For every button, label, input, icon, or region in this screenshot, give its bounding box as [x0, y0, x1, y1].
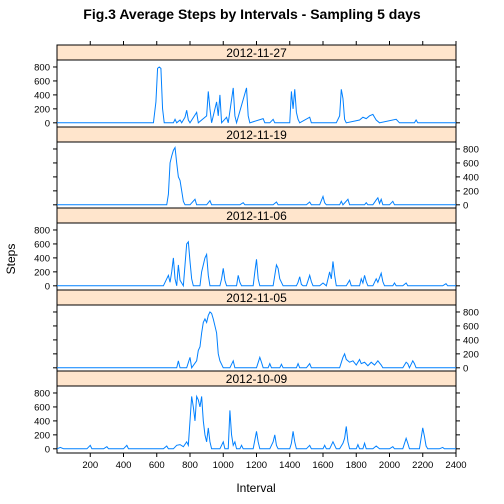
y-tick-label: 200 — [34, 267, 50, 278]
panel-2012-11-05: 2012-11-05 0 200 400 600 800 — [53, 289, 479, 374]
x-tick-label: 2200 — [412, 460, 433, 471]
x-tick-label: 2400 — [445, 460, 466, 471]
panel-strip-label: 2012-10-09 — [226, 372, 288, 386]
x-tick-label: 1800 — [346, 460, 367, 471]
y-tick-label: 600 — [463, 321, 479, 332]
y-tick-label: 200 — [463, 349, 479, 360]
panel-strip-label: 2012-11-06 — [226, 209, 287, 223]
y-tick-label: 400 — [34, 416, 50, 427]
y-tick-label: 200 — [34, 104, 50, 115]
panel-2012-10-09: 2012-10-09 0 200 400 600 800 — [34, 370, 460, 455]
panel-2012-11-27: 2012-11-27 0 200 400 600 800 — [34, 44, 460, 129]
x-tick-label: 1200 — [246, 460, 267, 471]
panel-frame — [56, 304, 457, 373]
x-tick-label: 600 — [149, 460, 165, 471]
panel-frame — [56, 59, 457, 128]
x-tick-label: 1600 — [312, 460, 333, 471]
y-tick-label: 800 — [34, 225, 50, 236]
x-tick-label: 2000 — [379, 460, 400, 471]
series-line — [56, 394, 456, 450]
panel-strip-label: 2012-11-27 — [226, 46, 287, 60]
panel-2012-11-06: 2012-11-06 0 200 400 600 800 — [34, 207, 460, 292]
y-tick-label: 0 — [463, 363, 468, 374]
y-tick-label: 400 — [463, 335, 479, 346]
y-tick-label: 0 — [45, 444, 50, 455]
y-tick-label: 200 — [463, 186, 479, 197]
y-tick-label: 800 — [463, 307, 479, 318]
y-tick-label: 0 — [45, 281, 50, 292]
x-tick-label: 1000 — [213, 460, 234, 471]
y-tick-label: 600 — [34, 76, 50, 87]
y-tick-label: 800 — [34, 62, 50, 73]
y-axis-label: Steps — [4, 244, 18, 275]
series-line — [57, 311, 456, 370]
x-axis: 200 400 600 800 1000 1200 1400 1600 1800 2000 2200… — [82, 41, 467, 471]
panel-2012-11-19: 2012-11-19 0 200 400 600 800 — [53, 126, 479, 211]
panel-frame — [56, 222, 457, 291]
y-tick-label: 600 — [34, 239, 50, 250]
panel-frame — [56, 385, 457, 454]
series-line — [57, 146, 456, 206]
x-tick-label: 200 — [82, 460, 98, 471]
series-line — [57, 66, 456, 125]
x-tick-label: 400 — [116, 460, 132, 471]
y-tick-label: 600 — [34, 402, 50, 413]
y-tick-label: 0 — [45, 118, 50, 129]
x-axis-label: Interval — [236, 481, 275, 495]
y-tick-label: 400 — [34, 90, 50, 101]
panels: 2012-11-27 0 200 400 600 800 2012-11-19 0 200 400… — [34, 44, 479, 455]
x-tick-label: 1400 — [279, 460, 300, 471]
panel-strip-label: 2012-11-19 — [226, 128, 287, 142]
panel-strip-label: 2012-11-05 — [226, 291, 287, 305]
y-tick-label: 400 — [463, 172, 479, 183]
panel-frame — [56, 141, 457, 210]
series-line — [57, 240, 456, 288]
x-tick-label: 800 — [182, 460, 198, 471]
y-tick-label: 200 — [34, 430, 50, 441]
y-tick-label: 0 — [463, 200, 468, 211]
y-tick-label: 800 — [463, 144, 479, 155]
y-tick-label: 600 — [463, 158, 479, 169]
y-tick-label: 800 — [34, 388, 50, 399]
chart-title: Fig.3 Average Steps by Intervals - Sampl… — [83, 6, 421, 22]
y-tick-label: 400 — [34, 253, 50, 264]
